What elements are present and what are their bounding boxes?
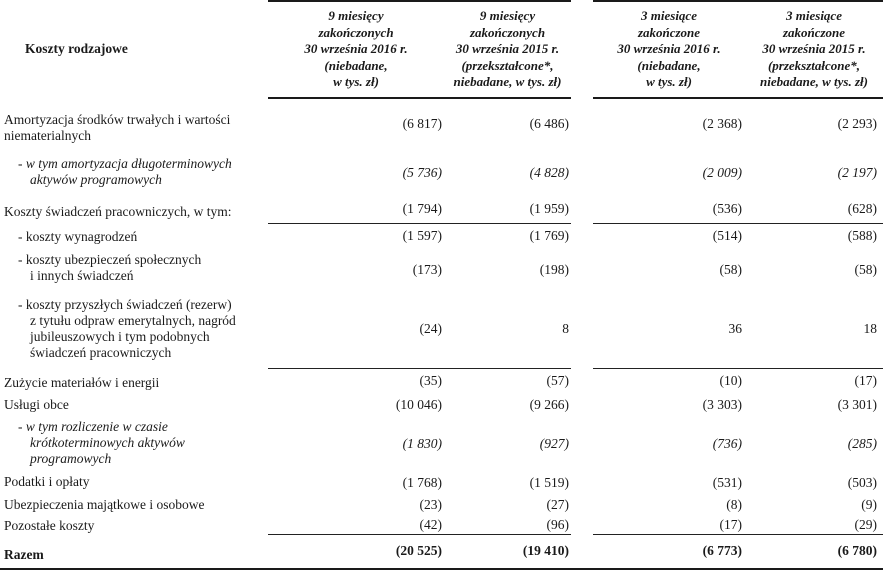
table-row: Ubezpieczenia majątkowe i osobowe (23) (…	[0, 494, 883, 516]
cost-row-label: - koszty ubezpieczeń społecznych i innyc…	[18, 251, 202, 283]
column-header-9m-2016: 9 miesięcy zakończonych 30 września 2016…	[268, 0, 444, 99]
table-row: Podatki i opłaty (1 768) (1 519) (531) (…	[0, 472, 883, 494]
cost-value-cell: (2 197)	[837, 164, 877, 180]
column-gap-spacer	[571, 472, 593, 494]
cost-value-cell: (3 301)	[837, 396, 877, 412]
cost-value-cell: (2 009)	[702, 164, 742, 180]
table-row: - w tym rozliczenie w czasie krótkotermi…	[0, 416, 883, 472]
cost-value-cell: (58)	[854, 261, 878, 277]
cost-value-cell: (628)	[745, 195, 883, 224]
table-title: Koszty rodzajowe	[25, 41, 128, 57]
cost-value-cell: (10 046)	[395, 396, 442, 412]
cost-row-label: Pozostałe koszty	[4, 517, 95, 533]
cost-value-cell: (173)	[412, 261, 442, 277]
column-gap-spacer	[571, 249, 593, 291]
cost-row-label: Ubezpieczenia majątkowe i osobowe	[4, 496, 205, 512]
column-gap-spacer	[571, 494, 593, 516]
cost-value-cell: (6 486)	[529, 116, 569, 131]
table-row: - koszty wynagrodzeń (1 597) (1 769) (51…	[0, 224, 883, 249]
cost-row-label: - koszty wynagrodzeń	[18, 228, 138, 244]
cost-value-cell: (9)	[861, 496, 877, 512]
cost-value-cell: (1 830)	[402, 435, 442, 451]
total-value-cell: (19 410)	[444, 534, 571, 570]
column-gap-spacer	[571, 98, 593, 150]
table-row: Koszty świadczeń pracowniczych, w tym: (…	[0, 195, 883, 224]
cost-value-cell: (2 293)	[837, 116, 877, 131]
cost-value-cell: (1 597)	[402, 228, 442, 244]
cost-value-cell: (514)	[712, 228, 742, 244]
cost-value-cell: (9 266)	[529, 396, 569, 412]
cost-value-cell: 18	[745, 290, 883, 369]
column-gap-spacer	[571, 291, 593, 369]
table-row: Pozostałe koszty (42) (96) (17) (29)	[0, 515, 883, 535]
cost-value-cell: (503)	[847, 474, 877, 490]
cost-value-cell: 36	[593, 290, 745, 369]
column-gap-spacer	[571, 369, 593, 394]
table-row: Amortyzacja środków trwałych i wartości …	[0, 98, 883, 150]
cost-value-cell: (4 828)	[529, 164, 569, 180]
cost-value-cell: (736)	[712, 435, 742, 451]
column-gap-spacer	[571, 416, 593, 472]
cost-row-label: Koszty świadczeń pracowniczych, w tym:	[4, 203, 232, 219]
cost-row-label: Podatki i opłaty	[4, 473, 90, 489]
cost-value-cell: (6 817)	[402, 116, 442, 131]
cost-value-cell: (198)	[539, 261, 569, 277]
cost-value-cell: (57)	[546, 373, 570, 389]
column-gap-spacer	[571, 196, 593, 224]
total-row-label: Razem	[0, 534, 268, 570]
cost-value-cell: (35)	[419, 373, 443, 389]
column-gap-spacer	[571, 150, 593, 196]
column-gap-spacer	[571, 394, 593, 416]
cost-value-cell: (17)	[854, 373, 878, 389]
table-row: - koszty przyszłych świadczeń (rezerw) z…	[0, 290, 883, 369]
total-value-cell: (6 780)	[745, 534, 883, 570]
cost-value-cell: (2 368)	[702, 116, 742, 131]
table-row: - w tym amortyzacja długoterminowych akt…	[0, 150, 883, 196]
total-value-cell: (20 525)	[268, 534, 444, 570]
table-header-row: Koszty rodzajowe 9 miesięcy zakończonych…	[0, 0, 883, 99]
table-row: - koszty ubezpieczeń społecznych i innyc…	[0, 249, 883, 291]
total-value-cell: (6 773)	[593, 534, 745, 570]
total-row: Razem (20 525) (19 410) (6 773) (6 780)	[0, 534, 883, 570]
cost-row-label: - w tym rozliczenie w czasie krótkotermi…	[18, 418, 185, 466]
cost-value-cell: (536)	[593, 195, 745, 224]
column-header-3m-2015: 3 miesiące zakończone 30 września 2015 r…	[745, 0, 883, 99]
cost-value-cell: (17)	[593, 515, 745, 535]
cost-value-cell: (29)	[745, 515, 883, 535]
column-header-9m-2015: 9 miesięcy zakończonych 30 września 2015…	[444, 0, 571, 99]
cost-value-cell: 8	[444, 290, 571, 369]
cost-value-cell: (927)	[539, 435, 569, 451]
cost-row-label: - w tym amortyzacja długoterminowych akt…	[18, 155, 232, 187]
cost-value-cell: (1 959)	[444, 195, 571, 224]
column-gap-spacer	[571, 516, 593, 535]
cost-value-cell: (23)	[419, 496, 443, 512]
table-row: Zużycie materiałów i energii (35) (57) (…	[0, 369, 883, 394]
cost-value-cell: (96)	[444, 515, 571, 535]
cost-value-cell: (3 303)	[702, 396, 742, 412]
cost-row-label: Zużycie materiałów i energii	[4, 374, 160, 390]
column-header-3m-2016: 3 miesiące zakończone 30 września 2016 r…	[593, 0, 745, 99]
cost-value-cell: (8)	[726, 496, 742, 512]
column-gap-spacer	[571, 224, 593, 249]
table-row: Usługi obce (10 046) (9 266) (3 303) (3 …	[0, 394, 883, 416]
cost-value-cell: (10)	[719, 373, 743, 389]
cost-value-cell: (27)	[546, 496, 570, 512]
cost-value-cell: (42)	[268, 515, 444, 535]
cost-value-cell: (5 736)	[402, 164, 442, 180]
cost-row-label: - koszty przyszłych świadczeń (rezerw) z…	[18, 296, 236, 360]
cost-value-cell: (1 769)	[529, 228, 569, 244]
cost-value-cell: (531)	[712, 474, 742, 490]
cost-value-cell: (588)	[847, 228, 877, 244]
cost-value-cell: (285)	[847, 435, 877, 451]
cost-value-cell: (58)	[719, 261, 743, 277]
cost-value-cell: (1 519)	[529, 474, 569, 490]
cost-value-cell: (1 768)	[402, 474, 442, 490]
column-gap-spacer	[571, 534, 593, 570]
column-gap-spacer	[571, 1, 593, 98]
cost-row-label: Usługi obce	[4, 396, 69, 412]
cost-value-cell: (24)	[268, 290, 444, 369]
cost-value-cell: (1 794)	[268, 195, 444, 224]
cost-row-label: Amortyzacja środków trwałych i wartości …	[4, 111, 231, 143]
